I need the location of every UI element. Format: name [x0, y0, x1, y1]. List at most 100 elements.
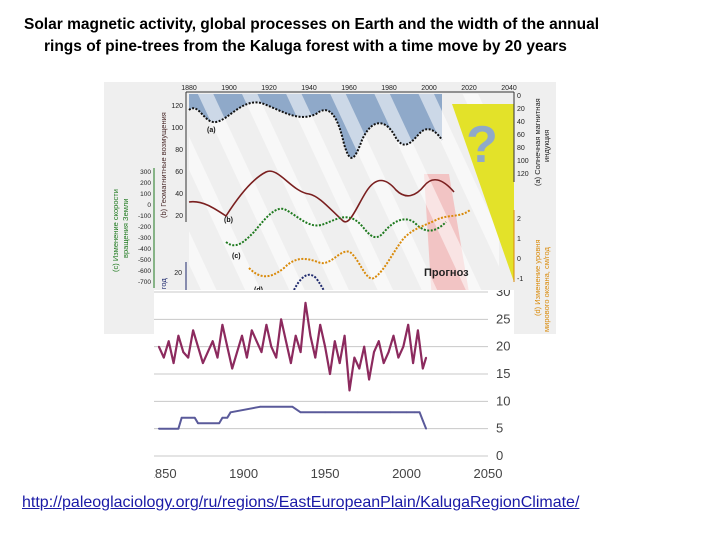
series-0-point-39 — [348, 389, 351, 392]
series-0-point-48 — [392, 334, 395, 337]
axis-a-tick-0: 0 — [517, 93, 521, 100]
series-0-point-43 — [368, 378, 370, 381]
bottom-y-tick-25: 25 — [496, 311, 510, 326]
axis-c-label-1: (c) Изменение скорости — [111, 189, 120, 272]
axis-c-tick-300: 300 — [140, 169, 151, 176]
series-0-point-1 — [162, 356, 165, 359]
series-0-point-40 — [353, 356, 356, 359]
bottom-y-ticks: 0 5 10 15 20 25 30 — [496, 290, 510, 463]
series-0-point-23 — [270, 345, 273, 348]
series-0-point-27 — [289, 362, 292, 364]
series-0-point-49 — [397, 356, 400, 359]
series-1-point-18 — [421, 419, 424, 422]
series-1-point-15 — [405, 411, 408, 414]
axis-a-tick-40: 40 — [517, 119, 525, 126]
series-0-point-17 — [241, 334, 243, 337]
series-1-point-14 — [389, 411, 392, 414]
left-axis-b-ticks: 120 100 80 60 40 20 — [171, 103, 183, 220]
series-0-point-4 — [177, 334, 180, 337]
axis-d-tick-2: 2 — [517, 216, 521, 223]
bottom-y-tick-0: 0 — [496, 448, 503, 463]
forecast-label: Прогноз — [424, 267, 469, 279]
series-0-point-15 — [231, 367, 234, 370]
axis-a-tick-120: 120 — [517, 171, 529, 178]
curve-c-earth-rotation — [225, 207, 447, 247]
axis-b-tick-120: 120 — [171, 103, 183, 110]
tree-ring-width-chart: 1850 1900 1950 2000 2050 0 5 10 15 20 25 30 — [154, 290, 514, 484]
series-1-point-13 — [356, 411, 359, 414]
series-0-point-54 — [421, 367, 424, 370]
axis-a-label-1: (a) Солнечная магнитная — [533, 98, 542, 186]
series-0-point-38 — [343, 334, 346, 337]
series-0-point-2 — [167, 340, 170, 343]
series-0-point-46 — [382, 362, 385, 364]
series-1-point-4 — [197, 422, 199, 425]
series-1-point-12 — [324, 411, 326, 414]
bottom-series — [157, 301, 428, 430]
axis-d-tick-1: 1 — [517, 236, 521, 243]
series-1-point-17 — [418, 411, 421, 414]
top-x-tick-1940: 1940 — [301, 85, 317, 92]
series-1-point-0 — [157, 427, 160, 430]
series-0-point-26 — [285, 340, 287, 343]
axis-c-tick-200: 200 — [140, 180, 151, 187]
curve-d-sea-level — [248, 209, 471, 280]
title-line-2: rings of pine-trees from the Kaluga fore… — [44, 38, 567, 55]
series-0-point-7 — [192, 329, 195, 332]
bottom-y-tick-15: 15 — [496, 366, 510, 381]
series-0-point-25 — [280, 318, 282, 321]
series-0-point-19 — [250, 329, 253, 332]
axis-a-label-2: индукция — [542, 130, 551, 162]
series-1-point-9 — [259, 405, 261, 408]
bottom-x-tick-1950: 1950 — [311, 466, 340, 481]
axis-b-tick-80: 80 — [175, 147, 183, 154]
series-0-point-5 — [182, 351, 185, 354]
top-x-tick-1900: 1900 — [221, 85, 237, 92]
series-0-point-55 — [425, 356, 427, 359]
forecast-wedge — [452, 104, 514, 282]
series-0-point-41 — [358, 367, 361, 370]
series-0-point-21 — [260, 351, 263, 354]
top-x-tick-1880: 1880 — [181, 85, 197, 92]
top-x-tick-2000: 2000 — [421, 85, 437, 92]
question-mark: ? — [466, 116, 498, 174]
axis-e-tick-20: 20 — [174, 270, 182, 277]
left-axis-c-ticks: 300 200 100 0 -100 -200 -300 -400 -500 -600 -700 — [138, 169, 151, 286]
series-0-point-9 — [201, 362, 204, 364]
axis-b-tick-60: 60 — [175, 169, 183, 176]
axis-a-tick-100: 100 — [517, 158, 529, 165]
top-x-tick-2020: 2020 — [461, 85, 477, 92]
series-0-point-42 — [363, 345, 366, 348]
axis-c-label-2: вращения Земли — [121, 199, 130, 258]
slide-title: Solar magnetic activity, global processe… — [24, 14, 704, 58]
series-1-point-7 — [226, 416, 229, 419]
series-0-point-52 — [412, 362, 414, 364]
series-0-point-35 — [329, 373, 331, 375]
source-link[interactable]: http://paleoglaciology.org/ru/regions/Ea… — [22, 494, 580, 511]
title-line-1: Solar magnetic activity, global processe… — [24, 16, 600, 33]
curve-b-geomagnetic — [188, 170, 455, 223]
axis-c-tick--600: -600 — [138, 268, 151, 275]
series-0-point-31 — [309, 334, 312, 337]
right-axis-a-ticks: 0 20 40 60 80 100 120 — [517, 93, 529, 178]
axis-c-tick--700: -700 — [138, 279, 151, 286]
series-0-point-32 — [314, 356, 317, 359]
axis-b-tick-40: 40 — [175, 191, 183, 198]
bottom-y-tick-5: 5 — [496, 421, 503, 436]
series-0-point-14 — [226, 345, 229, 348]
bottom-y-tick-30: 30 — [496, 290, 510, 299]
series-0-point-53 — [417, 329, 419, 332]
series-0-point-11 — [211, 340, 214, 343]
bottom-x-tick-2000: 2000 — [392, 466, 421, 481]
bottom-x-tick-1900: 1900 — [229, 466, 258, 481]
series-0-point-33 — [319, 323, 322, 326]
right-axis-d-ticks: 2 1 0 -1 — [517, 216, 523, 283]
bottom-y-tick-10: 10 — [496, 393, 510, 408]
series-0-point-8 — [197, 345, 199, 348]
axis-c-tick--200: -200 — [138, 224, 151, 231]
axis-c-tick--400: -400 — [138, 246, 151, 253]
series-0-point-44 — [373, 351, 375, 354]
series-0-point-22 — [265, 323, 268, 326]
series-0-point-36 — [333, 340, 336, 343]
series-1-point-10 — [291, 405, 294, 408]
